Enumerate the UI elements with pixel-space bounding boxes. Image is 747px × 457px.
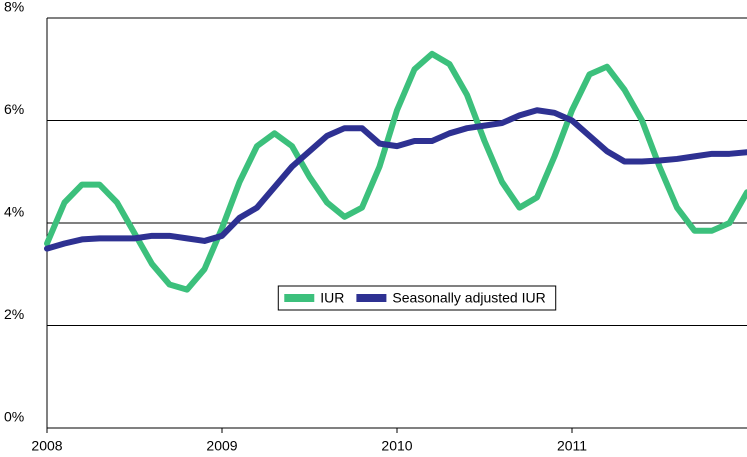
- series-line: [44, 50, 747, 293]
- legend: IUR Seasonally adjusted IUR: [277, 285, 557, 311]
- y-tick-label: 2%: [4, 306, 24, 322]
- x-tick-label: 2010: [381, 438, 412, 454]
- legend-swatch: [356, 294, 387, 302]
- x-tick-label: 2009: [206, 438, 237, 454]
- y-tick-label: 8%: [4, 0, 24, 15]
- series-line: [44, 107, 747, 252]
- y-tick-label: 4%: [4, 204, 24, 220]
- legend-label: Seasonally adjusted IUR: [392, 290, 545, 306]
- legend-box: [277, 285, 557, 311]
- legend-swatch: [284, 294, 315, 302]
- y-tick-label: 0%: [4, 409, 24, 425]
- x-tick-label: 2008: [31, 438, 62, 454]
- y-tick-label: 6%: [4, 101, 24, 117]
- legend-label: IUR: [320, 290, 344, 306]
- x-tick-label: 2011: [557, 438, 587, 454]
